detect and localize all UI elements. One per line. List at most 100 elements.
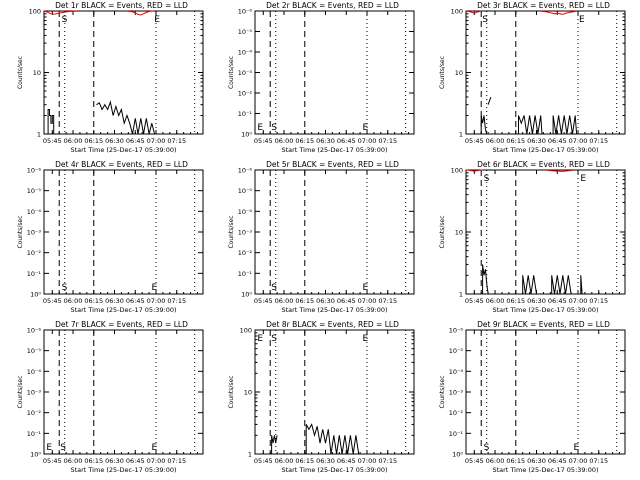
x-tick-label: 06:45 bbox=[126, 297, 145, 305]
x-tick-label: 07:00 bbox=[358, 457, 377, 465]
x-tick-label: 06:30 bbox=[316, 137, 335, 145]
y-tick-label: 10⁻⁵ bbox=[449, 347, 464, 355]
x-tick-label: 06:15 bbox=[506, 297, 525, 305]
y-tick-label: 1 bbox=[37, 131, 41, 139]
plot-frame bbox=[43, 10, 204, 135]
y-tick-label: 10⁻⁵ bbox=[27, 187, 42, 195]
x-tick-label: 07:00 bbox=[147, 457, 166, 465]
y-tick-label: 10⁻² bbox=[238, 90, 253, 98]
y-tick-label: 10⁰ bbox=[241, 291, 252, 299]
x-tick-label: 07:15 bbox=[378, 137, 397, 145]
y-axis-label: Counts/sec bbox=[228, 56, 235, 89]
y-tick-label: 10⁰ bbox=[241, 131, 252, 139]
plot-frame bbox=[254, 10, 415, 135]
x-tick-label: 06:00 bbox=[275, 457, 294, 465]
panel-title: Det 1r BLACK = Events, RED = LLD bbox=[55, 1, 188, 10]
start-marker: S bbox=[62, 283, 68, 293]
y-tick-label: 1 bbox=[459, 131, 463, 139]
x-tick-label: 06:30 bbox=[316, 457, 335, 465]
y-tick-label: 10⁻² bbox=[449, 409, 464, 417]
x-tick-label: 07:00 bbox=[147, 297, 166, 305]
y-axis-label: Counts/sec bbox=[228, 215, 235, 248]
x-tick-label: 07:15 bbox=[589, 137, 608, 145]
y-axis-label: Counts/sec bbox=[17, 215, 24, 248]
x-tick-label: 06:00 bbox=[275, 297, 294, 305]
y-tick-label: 10⁻⁵ bbox=[238, 187, 253, 195]
y-axis-label: Counts/sec bbox=[439, 375, 446, 408]
y-tick-label: 10⁻¹ bbox=[449, 430, 464, 438]
y-tick-label: 100 bbox=[451, 167, 463, 175]
plot-frame bbox=[465, 169, 626, 295]
x-tick-label: 06:30 bbox=[316, 297, 335, 305]
events-series-line bbox=[305, 423, 360, 455]
x-tick-label: 06:15 bbox=[295, 457, 314, 465]
plot-frame bbox=[254, 329, 415, 455]
x-tick-label: 06:30 bbox=[105, 297, 124, 305]
lld-series-line bbox=[465, 169, 483, 172]
x-tick-label: 05:45 bbox=[43, 457, 62, 465]
end-marker: E bbox=[151, 283, 157, 293]
x-axis-label: Start Time (25-Dec-17 05:39:00) bbox=[492, 146, 598, 154]
y-tick-label: 10 bbox=[455, 69, 463, 77]
end-marker: E bbox=[257, 334, 263, 344]
detector-panel-3: Det 3r BLACK = Events, RED = LLD 05:45 06:… bbox=[439, 1, 626, 154]
end-marker: E bbox=[362, 283, 368, 293]
start-marker: S bbox=[271, 334, 277, 344]
end-marker: E bbox=[154, 15, 160, 25]
x-tick-label: 07:15 bbox=[167, 297, 186, 305]
x-tick-label: 06:15 bbox=[506, 137, 525, 145]
x-tick-label: 06:45 bbox=[126, 457, 145, 465]
y-axis-label: Counts/sec bbox=[439, 215, 446, 248]
y-tick-label: 10⁻³ bbox=[449, 389, 464, 397]
events-series-line bbox=[487, 96, 492, 105]
y-tick-label: 10⁻¹ bbox=[238, 270, 253, 278]
panel-title: Det 8r BLACK = Events, RED = LLD bbox=[266, 320, 399, 329]
x-tick-label: 06:45 bbox=[126, 137, 145, 145]
x-tick-label: 07:00 bbox=[569, 297, 588, 305]
y-tick-label: 10⁻⁵ bbox=[27, 347, 42, 355]
y-tick-label: 10⁻⁴ bbox=[238, 208, 253, 216]
x-tick-label: 06:00 bbox=[275, 137, 294, 145]
events-series-line bbox=[522, 275, 537, 295]
x-tick-label: 06:00 bbox=[486, 297, 505, 305]
y-axis-label: Counts/sec bbox=[228, 375, 235, 408]
y-tick-label: 10⁻¹ bbox=[238, 110, 253, 118]
y-tick-label: 1 bbox=[459, 291, 463, 299]
panel-title: Det 9r BLACK = Events, RED = LLD bbox=[477, 320, 610, 329]
end-marker: E bbox=[46, 443, 52, 453]
x-tick-label: 07:15 bbox=[378, 457, 397, 465]
x-tick-label: 05:45 bbox=[465, 137, 484, 145]
x-tick-label: 07:00 bbox=[147, 137, 166, 145]
y-tick-label: 10⁻³ bbox=[27, 389, 42, 397]
x-tick-label: 07:15 bbox=[167, 457, 186, 465]
start-marker: S bbox=[271, 123, 277, 133]
panel-title: Det 3r BLACK = Events, RED = LLD bbox=[477, 1, 610, 10]
y-tick-label: 10⁻⁴ bbox=[238, 49, 253, 57]
events-series-line bbox=[580, 275, 583, 295]
y-tick-label: 10⁻¹ bbox=[27, 270, 42, 278]
panel-title: Det 5r BLACK = Events, RED = LLD bbox=[266, 160, 399, 169]
y-tick-label: 10⁰ bbox=[452, 451, 463, 459]
x-axis-label: Start Time (25-Dec-17 05:39:00) bbox=[281, 466, 387, 474]
x-tick-label: 06:15 bbox=[84, 297, 103, 305]
y-tick-label: 10⁰ bbox=[30, 291, 41, 299]
x-tick-label: 06:00 bbox=[64, 457, 83, 465]
lld-series-line bbox=[43, 10, 78, 15]
x-tick-label: 06:00 bbox=[486, 457, 505, 465]
x-tick-label: 07:15 bbox=[589, 297, 608, 305]
x-tick-label: 06:30 bbox=[527, 137, 546, 145]
y-tick-label: 10⁻² bbox=[27, 409, 42, 417]
end-marker: E bbox=[362, 334, 368, 344]
x-tick-label: 06:45 bbox=[337, 457, 356, 465]
x-tick-label: 06:30 bbox=[527, 297, 546, 305]
panel-title: Det 7r BLACK = Events, RED = LLD bbox=[55, 320, 188, 329]
x-tick-label: 07:00 bbox=[358, 297, 377, 305]
x-tick-label: 06:15 bbox=[84, 137, 103, 145]
x-tick-label: 05:45 bbox=[465, 297, 484, 305]
x-tick-label: 06:45 bbox=[337, 137, 356, 145]
end-marker: E bbox=[573, 443, 579, 453]
